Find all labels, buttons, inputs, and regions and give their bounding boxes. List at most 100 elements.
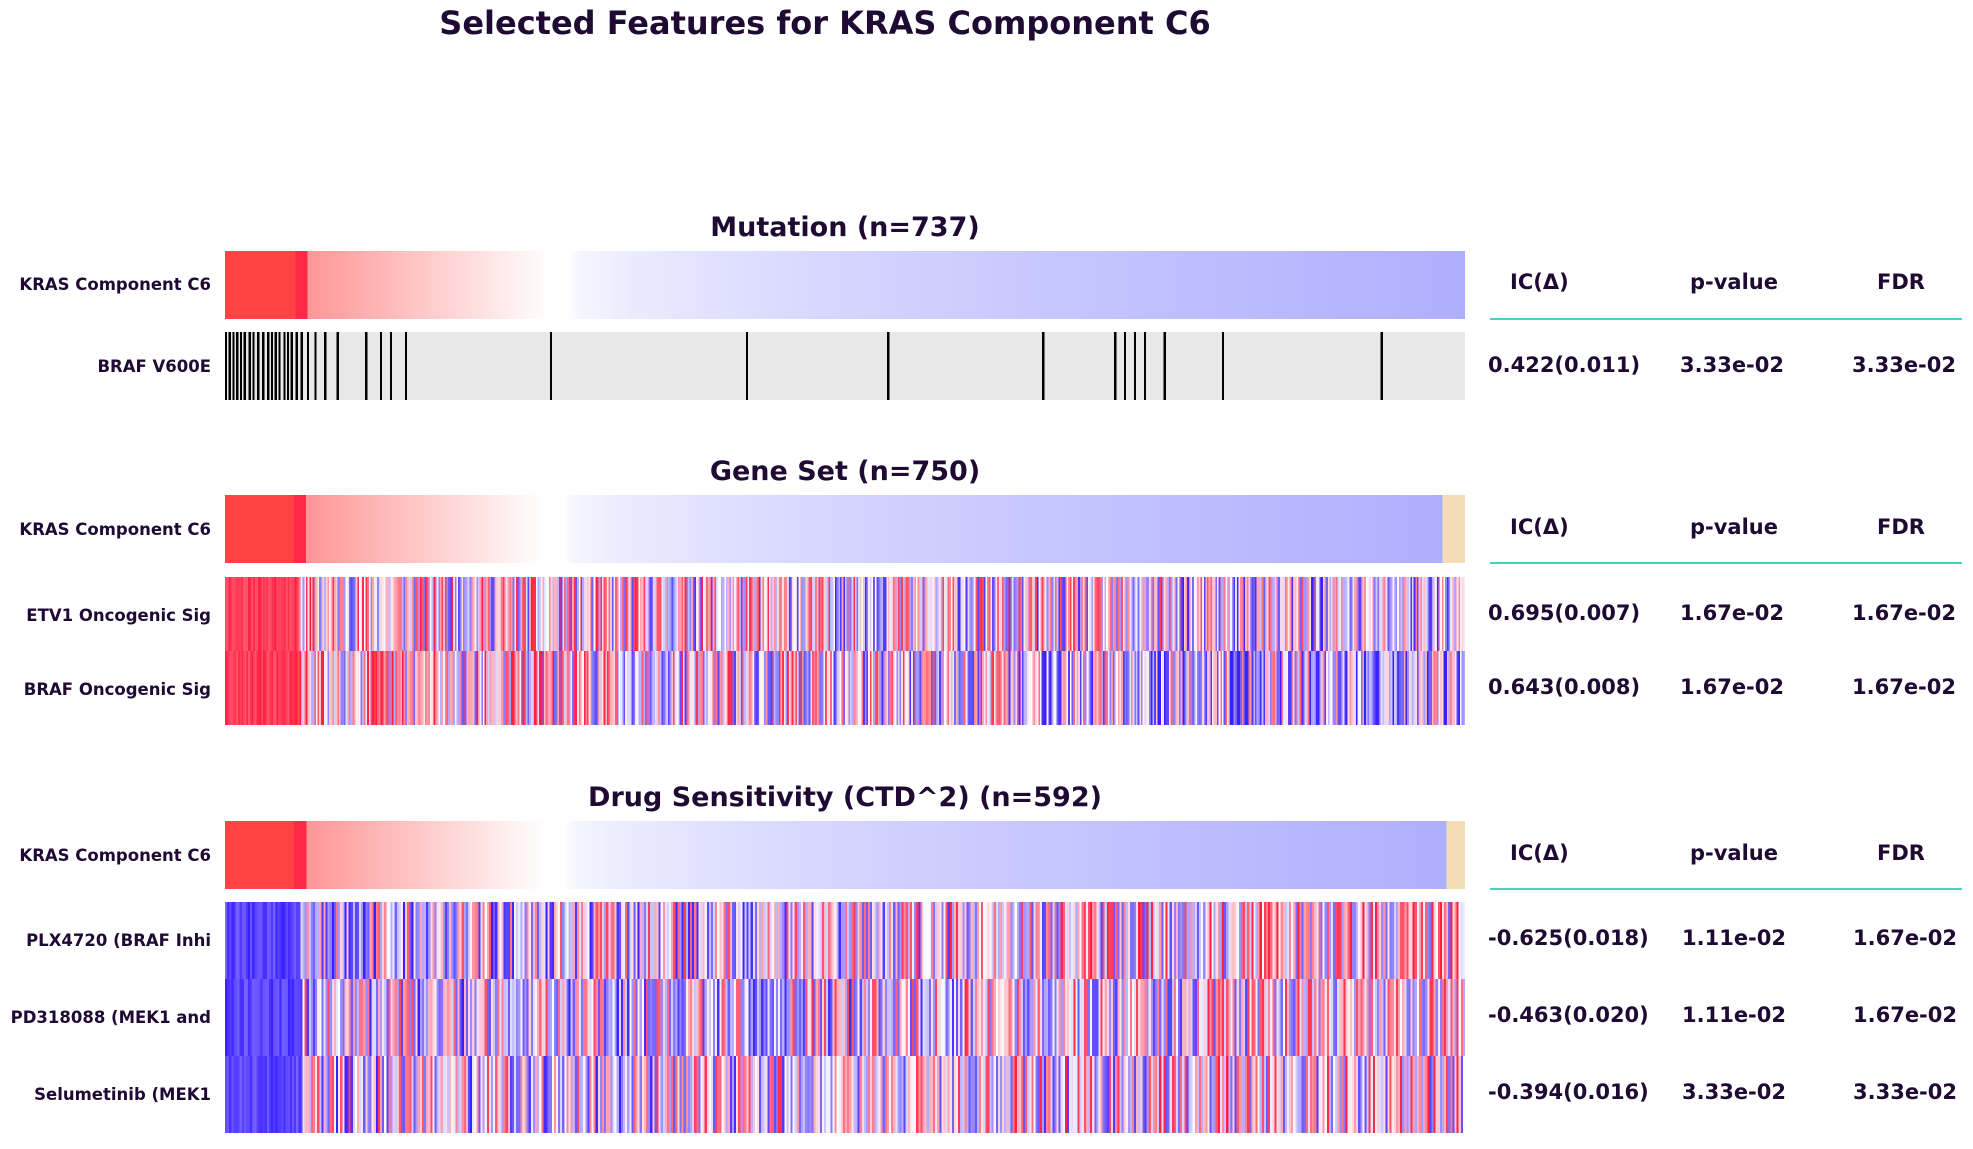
feature-cell xyxy=(826,1056,829,1133)
target-cell xyxy=(659,251,664,319)
feature-cell xyxy=(1111,1056,1114,1133)
feature-cell xyxy=(828,902,831,979)
feature-cell xyxy=(663,577,666,651)
stat-header-p: p-value xyxy=(1690,270,1778,294)
feature-cell xyxy=(1381,979,1384,1056)
target-cell xyxy=(622,495,628,563)
feature-cell xyxy=(1203,902,1206,979)
feature-cell xyxy=(851,651,854,725)
target-cell xyxy=(533,495,539,563)
target-cell xyxy=(1210,821,1215,889)
feature-cell xyxy=(692,1056,695,1133)
feature-cell xyxy=(981,979,984,1056)
feature-cell xyxy=(234,651,238,725)
feature-cell xyxy=(1041,651,1044,725)
feature-cell xyxy=(470,979,473,1056)
feature-cell xyxy=(876,577,879,651)
feature-cell xyxy=(324,651,327,725)
feature-cell xyxy=(338,902,341,979)
feature-cell xyxy=(752,651,755,725)
feature-cell xyxy=(636,577,639,651)
feature-cell xyxy=(1326,1056,1330,1133)
feature-cell xyxy=(511,979,515,1056)
feature-cell xyxy=(1180,577,1183,651)
feature-cell xyxy=(599,979,603,1056)
feature-cell xyxy=(874,577,877,651)
feature-cell xyxy=(352,979,356,1056)
feature-cell xyxy=(1253,1056,1257,1133)
mutation-mark xyxy=(306,332,310,400)
feature-cell xyxy=(803,902,806,979)
feature-cell xyxy=(264,1056,268,1133)
feature-cell xyxy=(1253,902,1257,979)
feature-cell xyxy=(902,651,906,725)
feature-cell xyxy=(281,577,284,651)
feature-cell xyxy=(1318,902,1321,979)
feature-cell xyxy=(1157,651,1160,725)
feature-cell xyxy=(719,651,722,725)
feature-cell xyxy=(315,577,319,651)
target-cell xyxy=(249,821,255,889)
feature-cell xyxy=(1077,979,1081,1056)
target-cell xyxy=(1283,821,1289,889)
feature-cell xyxy=(506,577,509,651)
feature-cell xyxy=(449,1056,452,1133)
feature-cell xyxy=(400,1056,404,1133)
feature-cell xyxy=(790,979,794,1056)
feature-cell xyxy=(1458,651,1461,725)
feature-cell xyxy=(398,577,401,651)
feature-cell xyxy=(249,651,252,725)
feature-cell xyxy=(813,902,817,979)
feature-cell xyxy=(583,651,586,725)
feature-cell xyxy=(687,902,691,979)
feature-cell xyxy=(411,1056,415,1133)
feature-cell xyxy=(656,651,659,725)
feature-cell xyxy=(1304,651,1307,725)
feature-cell xyxy=(646,651,649,725)
feature-cell xyxy=(1421,902,1424,979)
feature-cell xyxy=(1043,979,1047,1056)
feature-cell xyxy=(1280,979,1284,1056)
feature-cell xyxy=(899,651,902,725)
feature-cell xyxy=(1071,902,1074,979)
target-cell xyxy=(650,251,656,319)
feature-cell xyxy=(1243,577,1246,651)
feature-cell xyxy=(337,577,340,651)
feature-cell xyxy=(386,902,389,979)
feature-cell xyxy=(1154,651,1157,725)
feature-cell xyxy=(524,651,527,725)
feature-cell xyxy=(365,1056,368,1133)
feature-cell xyxy=(815,902,819,979)
feature-cell xyxy=(1247,979,1250,1056)
feature-cell xyxy=(920,902,923,979)
stat-header-fdr: FDR xyxy=(1877,270,1925,294)
feature-cell xyxy=(294,1056,297,1133)
feature-cell xyxy=(440,979,444,1056)
feature-cell xyxy=(1184,902,1187,979)
feature-cell xyxy=(279,1056,283,1133)
feature-cell xyxy=(307,577,310,651)
stat-ic: -0.394(0.016) xyxy=(1488,1080,1649,1104)
feature-cell xyxy=(648,902,651,979)
feature-cell xyxy=(384,979,387,1056)
feature-cell xyxy=(1117,577,1120,651)
feature-cell xyxy=(375,979,379,1056)
feature-cell xyxy=(824,979,827,1056)
feature-cell xyxy=(1234,902,1238,979)
feature-cell xyxy=(349,651,352,725)
feature-cell xyxy=(501,979,505,1056)
mutation-mark xyxy=(404,332,407,400)
feature-cell xyxy=(511,651,514,725)
feature-cell xyxy=(1388,651,1392,725)
feature-cell xyxy=(1127,577,1130,651)
target-cell xyxy=(841,495,847,563)
target-cell xyxy=(570,495,575,563)
feature-cell xyxy=(352,651,355,725)
feature-cell xyxy=(1036,651,1039,725)
target-cell xyxy=(781,495,786,563)
target-cell xyxy=(1109,495,1115,563)
feature-cell xyxy=(698,902,701,979)
feature-cell xyxy=(927,577,930,651)
feature-cell xyxy=(1106,651,1109,725)
target-cell xyxy=(525,495,531,563)
